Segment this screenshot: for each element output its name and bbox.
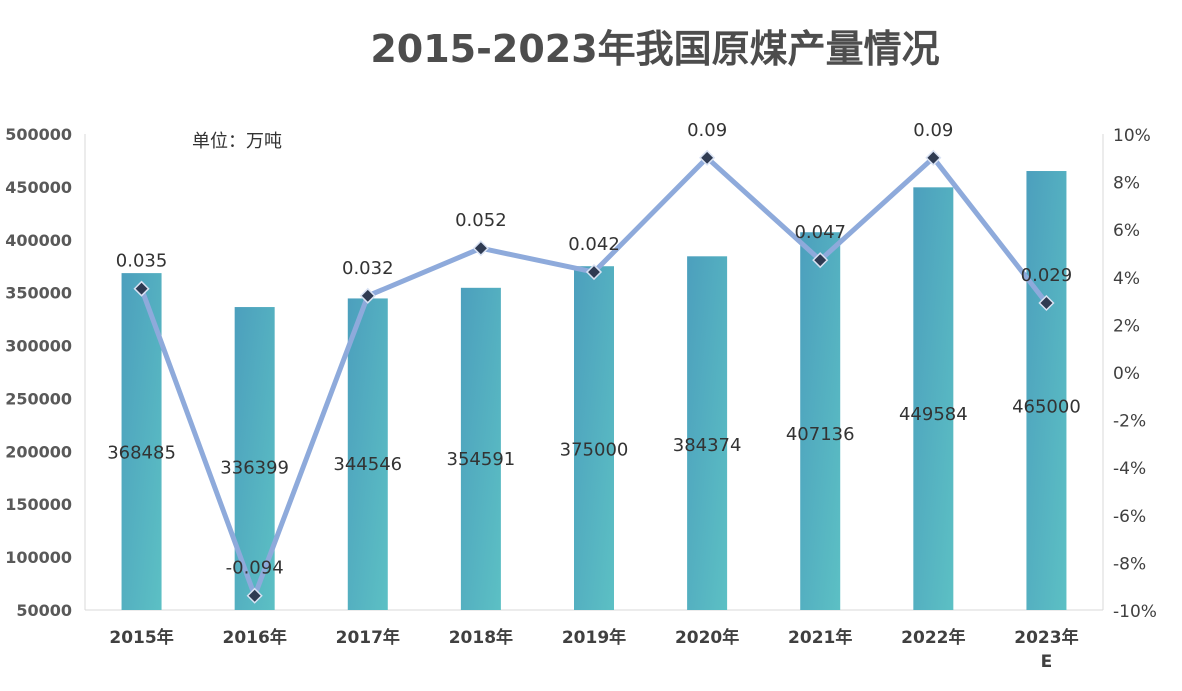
bar-value-label: 384374 bbox=[673, 435, 742, 456]
line-value-label: 0.09 bbox=[913, 120, 953, 141]
x-tick-label: 2020年 bbox=[675, 627, 739, 648]
line-value-label: 0.09 bbox=[687, 120, 727, 141]
line-point-marker bbox=[812, 252, 829, 269]
line-value-label: -0.094 bbox=[226, 558, 284, 579]
y-left-tick-label: 150000 bbox=[5, 495, 72, 514]
x-tick-label: 2022年 bbox=[901, 627, 965, 648]
y-right-tick-label: 4% bbox=[1113, 269, 1140, 289]
line-point-marker bbox=[585, 263, 603, 281]
x-tick-label: 2023年 E bbox=[1014, 627, 1078, 672]
bar bbox=[1026, 171, 1067, 610]
bar-value-label: 354591 bbox=[447, 449, 516, 470]
line-point-marker bbox=[1038, 294, 1055, 312]
line-point-marker bbox=[359, 287, 376, 304]
y-left-tick-label: 400000 bbox=[5, 231, 72, 250]
y-left-tick-label: 450000 bbox=[5, 178, 72, 197]
y-right-tick-label: -2% bbox=[1113, 412, 1146, 432]
bar-value-label: 465000 bbox=[1012, 396, 1081, 417]
y-right-tick-label: -10% bbox=[1113, 602, 1157, 622]
x-tick-label: 2018年 bbox=[449, 627, 513, 648]
y-left-tick-label: 500000 bbox=[5, 125, 72, 144]
bar-value-label: 407136 bbox=[786, 424, 855, 445]
bar bbox=[347, 298, 388, 610]
bar-value-label: 344546 bbox=[333, 454, 402, 475]
y-right-tick-label: 6% bbox=[1113, 221, 1140, 241]
line-value-label: 0.032 bbox=[342, 258, 394, 279]
y-left-tick-label: 50000 bbox=[16, 601, 72, 620]
unit-note: 单位：万吨 bbox=[192, 131, 282, 152]
bar-value-label: 449584 bbox=[899, 404, 968, 425]
y-right-tick-label: -8% bbox=[1113, 554, 1146, 574]
bar-value-label: 375000 bbox=[560, 439, 629, 460]
bar bbox=[574, 266, 614, 610]
x-tick-label: 2015年 bbox=[109, 627, 173, 648]
line-data-labels: 0.035 -0.094 0.032 0.052 0.042 0.09 0.047 0.09 0… bbox=[116, 120, 1072, 579]
x-tick-label: 2017年 bbox=[336, 627, 400, 648]
growth-line-series bbox=[133, 149, 1055, 604]
y-left-tick-label: 350000 bbox=[5, 284, 72, 303]
y-right-tick-label: -6% bbox=[1113, 507, 1146, 527]
line-point-marker bbox=[472, 240, 489, 257]
bar bbox=[460, 287, 501, 610]
y-left-tick-label: 100000 bbox=[5, 548, 72, 567]
line-point-marker bbox=[699, 149, 716, 166]
line-point-marker bbox=[133, 280, 150, 297]
x-tick-label: 2019年 bbox=[562, 627, 626, 648]
bar bbox=[913, 187, 954, 610]
line-value-label: 0.042 bbox=[568, 234, 620, 255]
y-right-tick-label: 0% bbox=[1113, 364, 1140, 384]
y-right-tick-label: -4% bbox=[1113, 459, 1146, 479]
x-tick-label: 2016年 bbox=[223, 627, 287, 648]
line-point-marker bbox=[246, 587, 263, 604]
line-point-marker bbox=[925, 149, 942, 166]
bar bbox=[800, 232, 841, 610]
y-left-tick-label: 250000 bbox=[5, 389, 72, 408]
bar-value-label: 336399 bbox=[220, 458, 289, 479]
x-tick-label: 2021年 bbox=[788, 627, 852, 648]
y-right-tick-label: 10% bbox=[1113, 126, 1151, 146]
bar-data-labels: 368485 336399 344546 354591 375000 384374 4071… bbox=[107, 396, 1081, 478]
line-value-label: 0.029 bbox=[1021, 265, 1073, 286]
y-right-tick-label: 8% bbox=[1113, 174, 1140, 194]
y-left-tick-label: 200000 bbox=[5, 442, 72, 461]
bar bbox=[687, 256, 728, 610]
chart-title: 2015-2023年我国原煤产量情况 bbox=[370, 27, 940, 71]
y-left-tick-label: 300000 bbox=[5, 337, 72, 356]
y-right-tick-label: 2% bbox=[1113, 316, 1140, 336]
line-value-label: 0.035 bbox=[116, 251, 168, 272]
bar-value-label: 368485 bbox=[107, 442, 176, 463]
line-value-label: 0.047 bbox=[794, 222, 846, 243]
line-value-label: 0.052 bbox=[455, 210, 507, 231]
